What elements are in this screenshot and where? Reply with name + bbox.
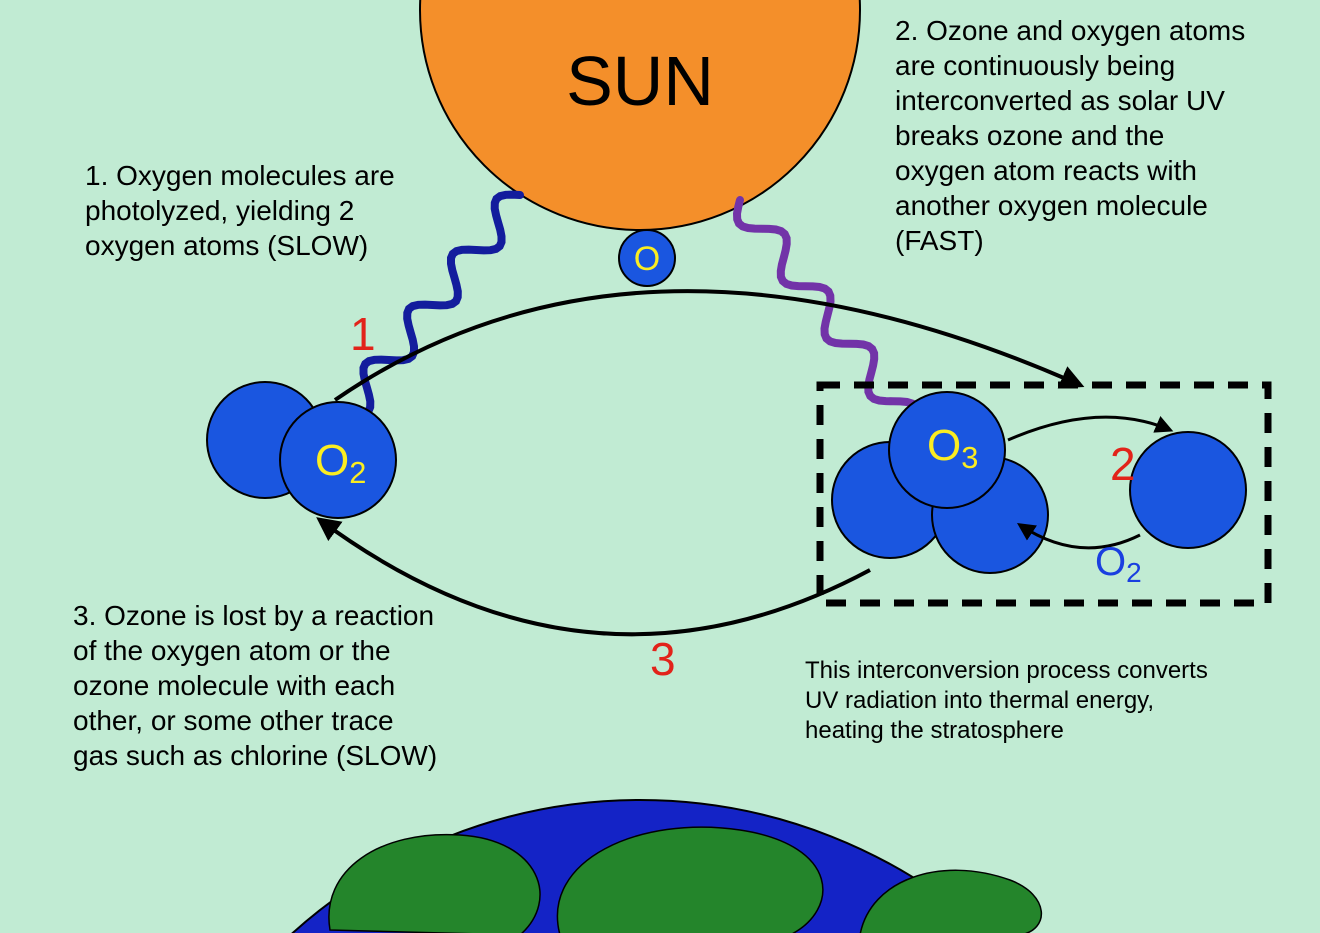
text-block-t3: 3. Ozone is lost by a reactionof the oxy… — [73, 600, 437, 771]
sun-label: SUN — [566, 42, 714, 120]
step-number-3: 3 — [650, 633, 676, 685]
step-number-2: 2 — [1110, 438, 1136, 490]
text-block-t1: 1. Oxygen molecules arephotolyzed, yield… — [85, 160, 395, 261]
oxygen-atom-right — [1130, 432, 1246, 548]
step-number-1: 1 — [350, 308, 376, 360]
oxygen-atom-label: O — [634, 240, 660, 278]
